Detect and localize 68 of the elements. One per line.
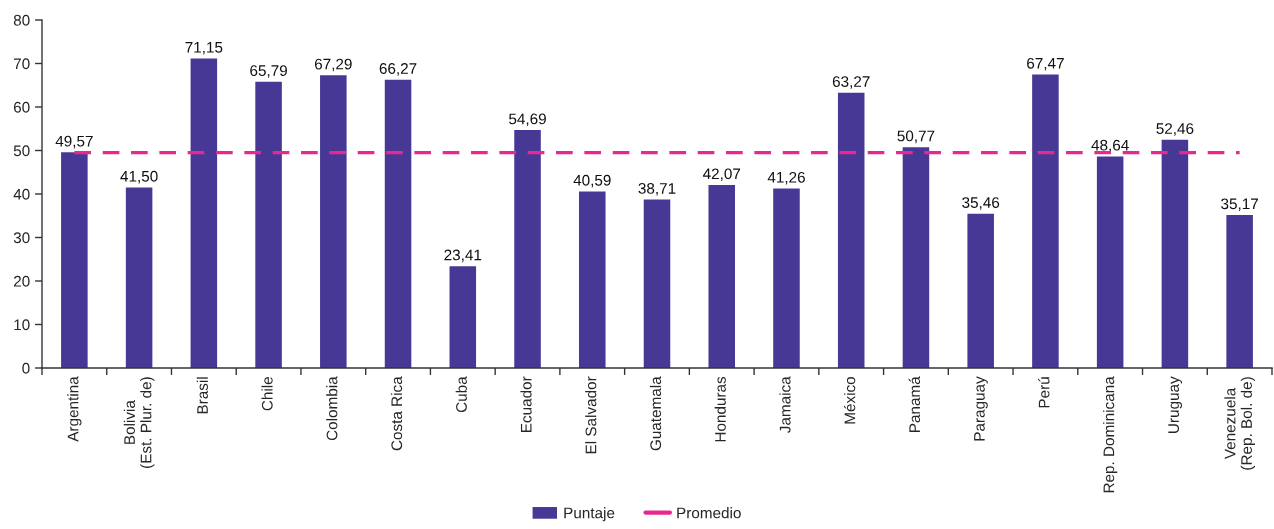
bar <box>967 213 994 368</box>
bar <box>578 191 606 368</box>
data-label: 67,47 <box>1027 57 1064 71</box>
y-tick-label: 10 <box>14 319 30 331</box>
x-tick-label: Argentina <box>67 376 82 442</box>
data-label: 35,17 <box>1221 198 1258 212</box>
bar <box>1161 139 1189 368</box>
bar <box>1032 74 1059 368</box>
bar <box>61 152 88 368</box>
bar <box>643 199 671 368</box>
x-tick-label: Costa Rica <box>390 376 403 451</box>
x-tick-label: Ecuador <box>520 376 532 432</box>
x-tick-label: Panamá <box>908 376 921 432</box>
data-label: 65,79 <box>250 65 287 78</box>
data-label: 63,27 <box>832 76 870 89</box>
bar <box>708 185 736 368</box>
data-label: 48,64 <box>1091 139 1129 153</box>
bar <box>125 187 153 368</box>
bar <box>902 147 930 368</box>
data-label: 40,59 <box>573 174 611 188</box>
data-label: 52,46 <box>1156 123 1194 136</box>
data-label: 54,69 <box>509 113 546 127</box>
x-tick-label: Guatemala <box>649 376 662 451</box>
data-label: 42,07 <box>702 168 741 181</box>
bar <box>1096 156 1124 368</box>
x-tick-label: Uruguay <box>1168 376 1183 433</box>
x-tick-label: Venezuela (Rep. Bol. de) <box>1224 377 1255 470</box>
bar <box>1226 215 1253 368</box>
bar <box>514 130 541 368</box>
data-label: 67,29 <box>314 58 352 72</box>
x-tick-label: Honduras <box>714 376 726 442</box>
y-tick-label: 60 <box>13 101 30 113</box>
y-tick-label: 20 <box>13 275 30 287</box>
y-tick-label: 80 <box>13 14 30 26</box>
x-tick-label: México <box>843 376 856 424</box>
bar <box>255 81 282 368</box>
legend-label: Puntaje <box>564 507 615 522</box>
data-label: 41,50 <box>120 170 158 184</box>
x-tick-label: Jamaica <box>779 376 791 433</box>
x-tick-label: Brasil <box>196 377 208 414</box>
y-tick-label: 40 <box>13 188 30 200</box>
data-label: 50,77 <box>897 130 935 144</box>
bar <box>384 79 412 368</box>
x-tick-label: Cuba <box>455 376 467 413</box>
y-tick-label: 50 <box>13 145 30 157</box>
y-tick-label: 30 <box>13 232 30 244</box>
data-label: 41,26 <box>767 171 805 185</box>
bar <box>449 266 477 368</box>
x-tick-label: El Salvador <box>585 376 597 454</box>
data-label: 49,57 <box>55 135 93 149</box>
data-label: 38,71 <box>638 183 676 196</box>
y-tick-label: 70 <box>13 58 30 70</box>
data-label: 66,27 <box>379 63 417 76</box>
legend-label: Promedio <box>677 507 741 519</box>
data-label: 35,46 <box>962 197 1000 210</box>
y-tick-label: 0 <box>22 362 30 374</box>
bar <box>320 75 347 368</box>
data-label: 23,41 <box>444 249 482 263</box>
data-label: 71,15 <box>185 42 223 55</box>
x-tick-label: Perú <box>1038 377 1050 408</box>
x-tick-label: Colombia <box>326 376 338 441</box>
bar <box>773 188 800 368</box>
x-tick-label: Paraguay <box>974 376 988 441</box>
x-tick-label: Rep. Dominicana <box>1103 376 1118 493</box>
bar <box>837 92 865 368</box>
x-tick-label: Bolivia (Est. Plur. de) <box>123 377 155 468</box>
bar <box>190 58 218 368</box>
x-tick-label: Chile <box>261 377 273 411</box>
